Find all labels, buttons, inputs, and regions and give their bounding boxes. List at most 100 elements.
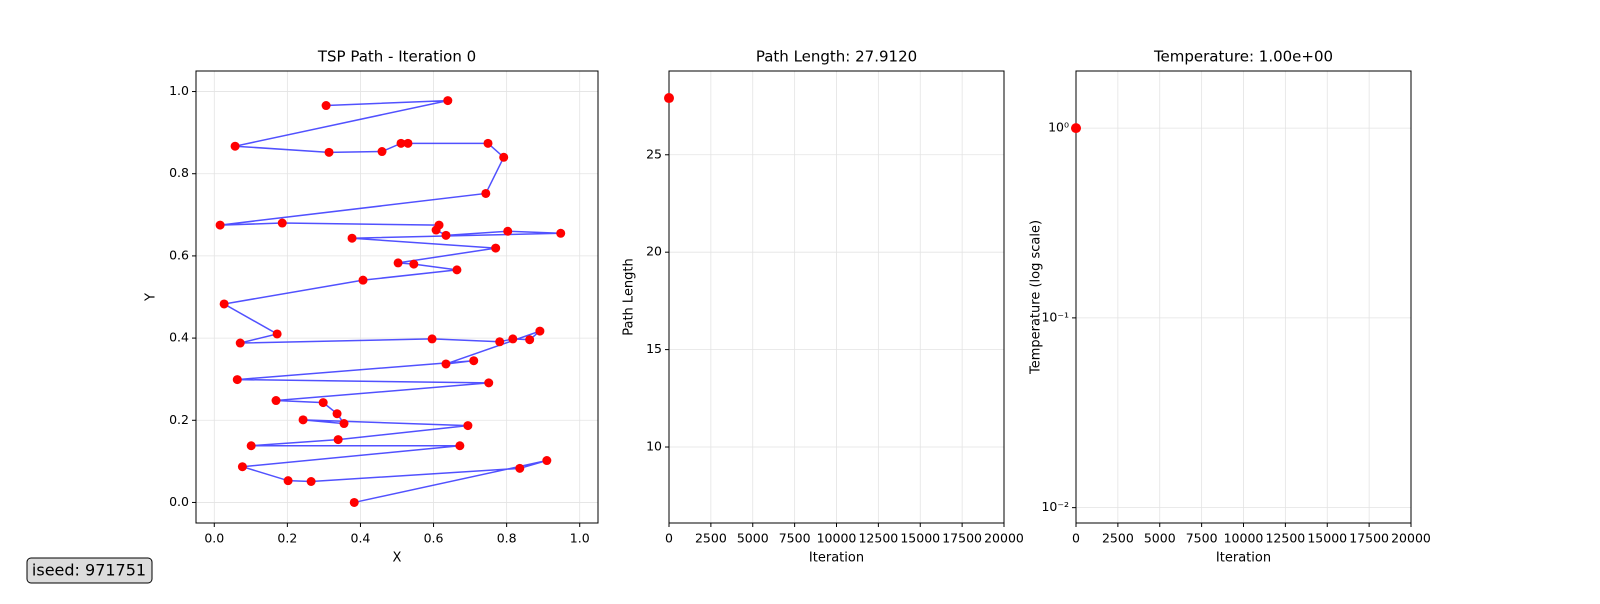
city-point (318, 398, 328, 408)
city-point (377, 147, 387, 157)
city-point (246, 441, 256, 451)
x-tick-label: 0.6 (424, 531, 444, 546)
city-point (393, 258, 403, 268)
x-tick-label: 7500 (779, 531, 811, 546)
y-tick-label: 10 (646, 439, 662, 454)
series-point (1071, 123, 1081, 134)
chart-title: Temperature: 1.00e+00 (1153, 48, 1333, 66)
city-point (409, 259, 419, 269)
city-point (403, 138, 413, 148)
city-point (232, 375, 242, 385)
city-point (431, 225, 441, 235)
x-tick-label: 17500 (942, 531, 982, 546)
city-point (503, 226, 513, 236)
chart-title: TSP Path - Iteration 0 (317, 48, 476, 66)
city-point (349, 497, 359, 507)
city-point (272, 329, 282, 339)
x-tick-label: 15000 (1307, 531, 1347, 546)
series-point (664, 93, 674, 104)
x-tick-label: 0 (665, 531, 673, 546)
city-point (358, 275, 368, 285)
city-point (535, 326, 545, 336)
y-tick-label: 15 (646, 341, 662, 356)
city-point (333, 435, 343, 445)
city-point (499, 152, 509, 162)
city-point (427, 334, 437, 344)
y-tick-label: 10⁻¹ (1041, 309, 1069, 324)
city-point (525, 335, 535, 345)
y-axis-label: Temperature (log scale) (1029, 220, 1044, 375)
x-tick-label: 20000 (984, 531, 1024, 546)
city-point (298, 415, 308, 425)
city-point (469, 356, 479, 366)
x-axis-label: Iteration (1216, 551, 1271, 566)
city-point (347, 233, 357, 243)
x-tick-label: 10000 (1224, 531, 1264, 546)
x-tick-label: 2500 (695, 531, 727, 546)
axes-frame (195, 70, 599, 524)
city-point (542, 456, 552, 466)
city-point (491, 243, 501, 253)
axes-frame (1075, 70, 1412, 524)
chart-title: Path Length: 27.9120 (756, 48, 917, 66)
x-tick-label: 20000 (1391, 531, 1431, 546)
y-tick-label: 10⁻² (1041, 499, 1069, 514)
city-point (339, 419, 349, 429)
footer-box (26, 557, 153, 584)
city-point (396, 138, 406, 148)
x-axis-label: X (393, 551, 402, 566)
city-point (219, 299, 229, 309)
axes-frame (668, 70, 1005, 524)
y-tick-label: 10⁰ (1048, 120, 1069, 135)
x-tick-label: 5000 (737, 531, 769, 546)
city-point (271, 396, 281, 406)
x-tick-label: 2500 (1102, 531, 1134, 546)
x-tick-label: 7500 (1186, 531, 1218, 546)
x-tick-label: 0.8 (497, 531, 517, 546)
city-point (324, 147, 334, 157)
city-point (215, 220, 225, 230)
city-point (230, 141, 240, 151)
city-point (306, 476, 316, 486)
y-tick-label: 0.6 (169, 247, 189, 262)
x-tick-label: 10000 (817, 531, 857, 546)
y-tick-label: 0.8 (169, 165, 189, 180)
y-axis-label: Path Length (622, 258, 637, 336)
x-tick-label: 17500 (1349, 531, 1389, 546)
city-point (277, 218, 287, 228)
city-point (441, 359, 451, 369)
y-tick-label: 0.0 (169, 494, 189, 509)
city-point (481, 188, 491, 198)
y-tick-label: 25 (646, 146, 662, 161)
city-point (332, 409, 342, 419)
x-axis-label: Iteration (809, 551, 864, 566)
city-point (495, 337, 505, 347)
city-point (443, 96, 453, 106)
tour-path (220, 99, 561, 504)
x-tick-label: 0 (1072, 531, 1080, 546)
city-point (441, 230, 451, 240)
city-point (455, 441, 465, 451)
city-point (508, 334, 518, 344)
x-tick-label: 5000 (1144, 531, 1176, 546)
city-point (235, 338, 245, 348)
city-point (237, 462, 247, 472)
x-tick-label: 0.4 (351, 531, 371, 546)
x-tick-label: 0.0 (204, 531, 224, 546)
city-point (452, 265, 462, 275)
city-point (483, 138, 493, 148)
x-tick-label: 12500 (1265, 531, 1305, 546)
y-tick-label: 20 (646, 244, 662, 259)
city-point (515, 463, 525, 473)
city-point (484, 378, 494, 388)
city-point (463, 421, 473, 431)
y-axis-label: Y (144, 293, 159, 302)
x-tick-label: 15000 (900, 531, 940, 546)
footer-label: iseed: 971751 (32, 561, 146, 580)
x-tick-label: 1.0 (570, 531, 590, 546)
x-tick-label: 12500 (858, 531, 898, 546)
city-point (556, 228, 566, 238)
city-point (321, 101, 331, 111)
y-tick-label: 0.4 (169, 330, 189, 345)
